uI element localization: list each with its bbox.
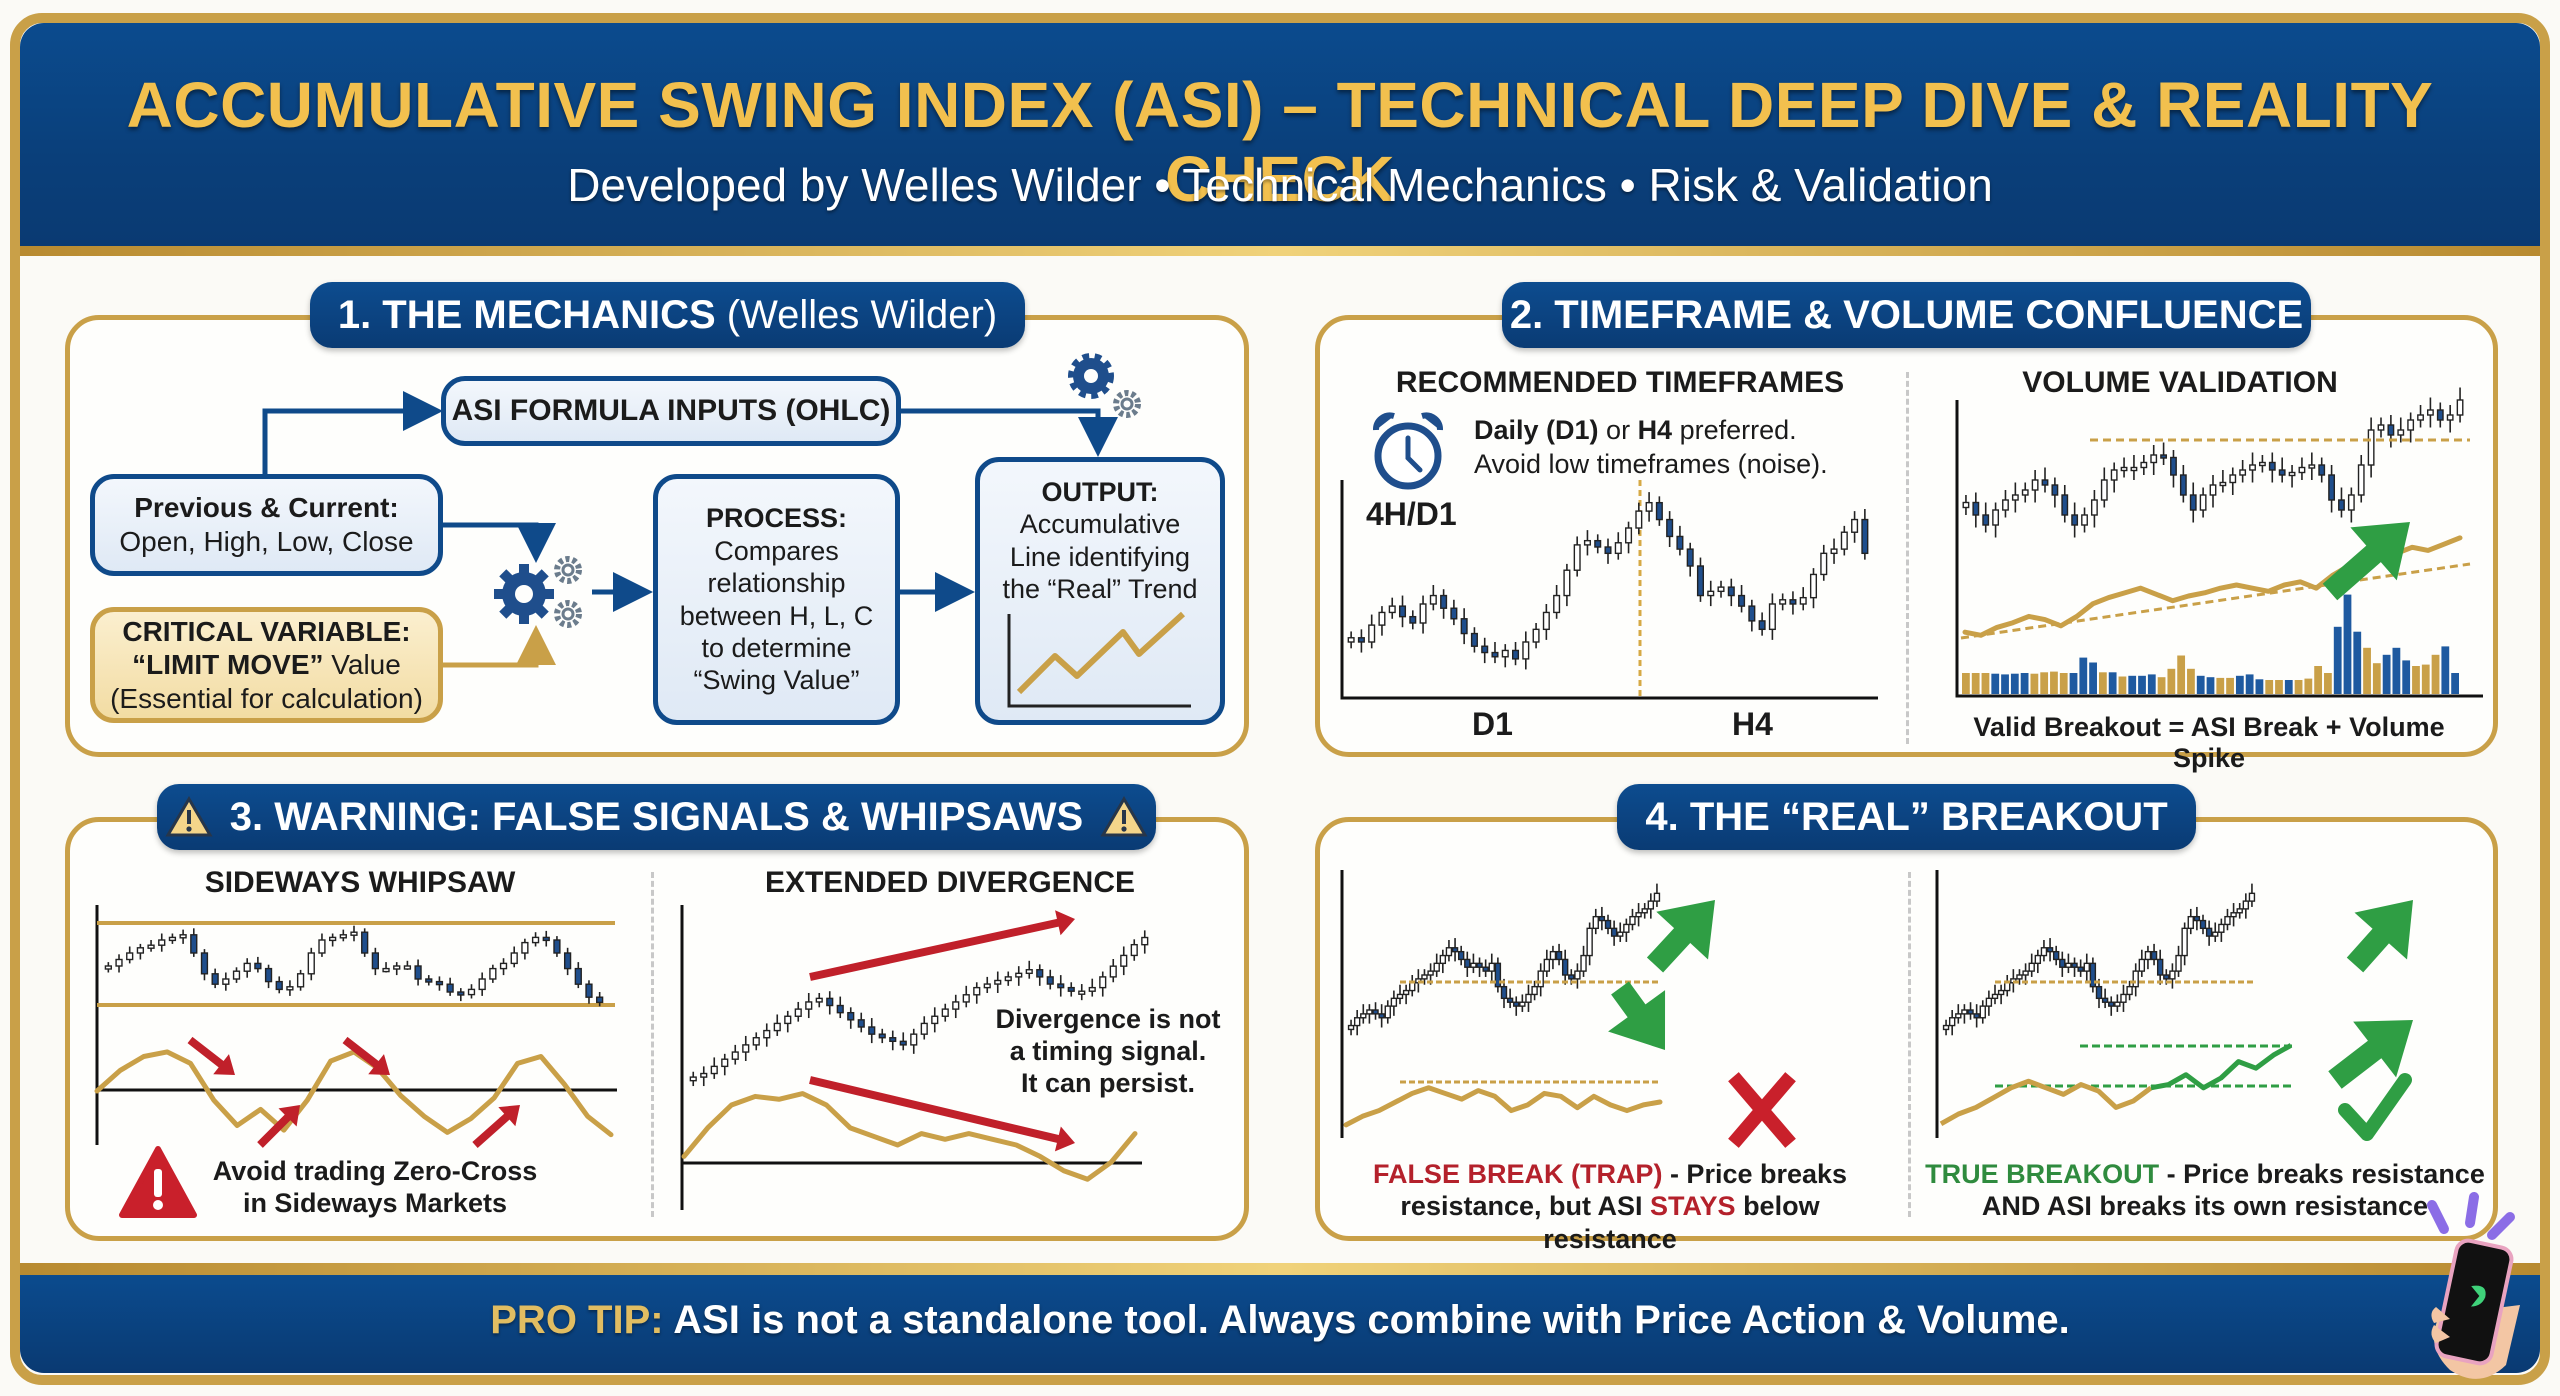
warning-line: Avoid trading Zero-Cross [212,1156,538,1186]
section3-divider [651,872,654,1217]
process-line: to determine [701,632,852,663]
section-title-warning-text: 3. WARNING: FALSE SIGNALS & WHIPSAWS [229,794,1084,839]
timeframe-note: Daily (D1) or H4 preferred. Avoid low ti… [1474,414,1828,482]
section-title-real-breakout: 4. THE “REAL” BREAKOUT [1617,784,2196,850]
process-line: between H, L, C [679,600,874,631]
formula-inputs-label: ASI FORMULA INPUTS (OHLC) [451,394,891,427]
formula-inputs-box: ASI FORMULA INPUTS (OHLC) [441,376,901,446]
critical-variable-box: CRITICAL VARIABLE: “LIMIT MOVE” Value (E… [90,607,443,723]
volume-validation-chart [1955,387,2483,698]
section-title-warning: 3. WARNING: FALSE SIGNALS & WHIPSAWS [157,784,1156,850]
extended-divergence-heading: EXTENDED DIVERGENCE [764,866,1136,899]
output-trend-mini-chart [1007,611,1191,708]
panel-warning [65,817,1249,1241]
divergence-note-line: It can persist. [1020,1067,1196,1098]
critical-heading: CRITICAL VARIABLE: [122,615,411,647]
note-or: or [1598,415,1638,445]
divergence-note-line: Divergence is not [995,1004,1221,1034]
true-breakout-label: TRUE BREAKOUT [1925,1159,2160,1189]
critical-value: Value [323,649,401,681]
section-title-light: (Welles Wilder) [726,292,998,337]
note-d1: Daily (D1) [1474,415,1599,445]
true-breakout-caption: TRUE BREAKOUT - Price breaks resistance … [1925,1158,2485,1223]
prev-current-box: Previous & Current: Open, High, Low, Clo… [90,474,443,576]
divergence-note: Divergence is not a timing signal. It ca… [978,1004,1238,1100]
output-box: OUTPUT: Accumulative Line identifying th… [975,457,1225,725]
false-break-label: FALSE BREAK (TRAP) [1372,1159,1663,1189]
true-breakout-text: - Price breaks resistance [2159,1159,2485,1189]
sideways-whipsaw-chart [94,905,617,1148]
divergence-note-line: a timing signal. [1009,1035,1207,1066]
x-label-h4: H4 [1732,706,1773,742]
prev-current-body: Open, High, Low, Close [119,526,414,557]
false-break-text: - Price breaks [1662,1159,1848,1189]
sideways-whipsaw-heading: SIDEWAYS WHIPSAW [204,866,516,899]
warning-triangle-icon [165,796,213,837]
chart-label-4h-d1: 4H/D1 [1366,496,1457,532]
stays-label: STAYS [1650,1191,1736,1222]
prev-current-heading: Previous & Current: [134,492,399,524]
note-preferred: preferred. [1672,415,1797,445]
note-h4: H4 [1637,415,1673,445]
extended-divergence-chart [680,905,1149,1210]
header-banner [20,23,2540,248]
alert-triangle-icon [119,1146,197,1218]
process-line: Compares [714,535,839,566]
section-title-mechanics: 1. THE MECHANICS (Welles Wilder) [310,282,1025,348]
gears-icon [494,556,582,628]
false-break-text: resistance, but ASI [1400,1191,1651,1222]
pro-tip-label: PRO TIP: [490,1298,664,1342]
section4-divider [1908,872,1911,1217]
warning-triangle-icon [1100,796,1148,837]
page-subtitle: Developed by Welles Wilder • Technical M… [567,159,1993,211]
alarm-clock-icon [1373,412,1443,490]
timeframes-candlestick-chart [1340,480,1878,700]
pro-tip: PRO TIP: ASI is not a standalone tool. A… [20,1298,2540,1343]
footer-banner [20,1275,2540,1373]
header-divider [20,246,2540,256]
footer-divider [20,1263,2540,1275]
output-line: Line identifying [1009,541,1191,572]
false-break-caption: FALSE BREAK (TRAP) - Price breaks resist… [1330,1158,1890,1255]
zero-cross-warning: Avoid trading Zero-Cross in Sideways Mar… [200,1155,550,1220]
section2-divider [1906,372,1909,744]
output-line: the “Real” Trend [1002,574,1198,605]
phone-in-hand-icon [2427,1192,2520,1379]
page-title: ACCUMULATIVE SWING INDEX (ASI) – TECHNIC… [126,69,2434,215]
critical-note: (Essential for calculation) [110,682,423,714]
process-line: “Swing Value” [693,665,860,696]
warning-line: in Sideways Markets [242,1188,508,1219]
false-break-text: below resistance [1543,1191,1820,1254]
volume-validation-heading: VOLUME VALIDATION [2022,366,2338,399]
section-title-bold: 1. THE MECHANICS [337,292,716,337]
note-avoid-low-tf: Avoid low timeframes (noise). [1474,448,1828,479]
volume-validation-caption: Valid Breakout = ASI Break + Volume Spik… [1973,712,2445,773]
recommended-timeframes-heading: RECOMMENDED TIMEFRAMES [1395,366,1845,399]
output-heading: OUTPUT: [1041,477,1159,507]
true-breakout-chart [1935,870,2413,1141]
true-breakout-text: AND ASI breaks its own resistance [1981,1191,2429,1222]
process-box: PROCESS: Compares relationship between H… [653,474,900,725]
pro-tip-text: ASI is not a standalone tool. Always com… [663,1298,2070,1342]
critical-limit-move: “LIMIT MOVE” [132,649,324,681]
process-line: relationship [707,568,846,599]
gears-icon-top [1068,353,1141,418]
false-break-chart [1340,870,1796,1148]
output-line: Accumulative [1019,509,1181,540]
section-title-timeframe: 2. TIMEFRAME & VOLUME CONFLUENCE [1502,282,2311,348]
x-label-d1: D1 [1472,706,1513,742]
process-heading: PROCESS: [705,503,848,534]
